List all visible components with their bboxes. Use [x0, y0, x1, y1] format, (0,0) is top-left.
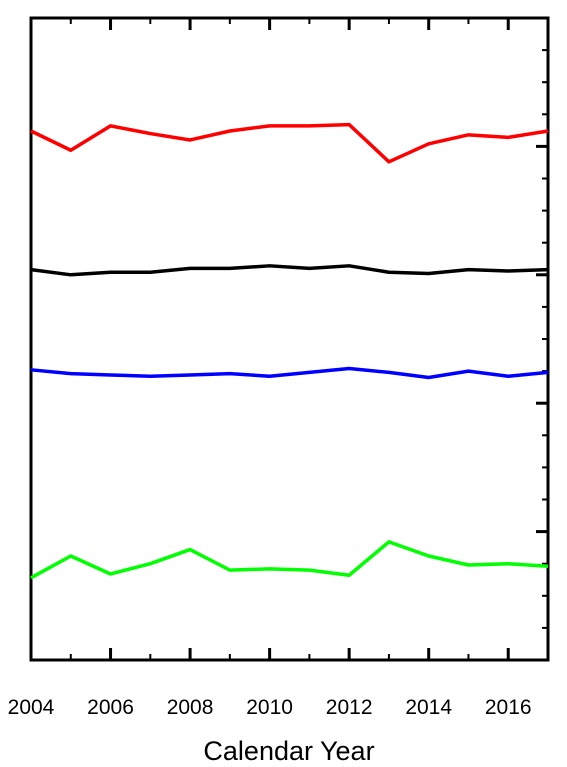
data-line: [30, 366, 549, 380]
data-line: [30, 540, 549, 580]
x-tick-label: 2016: [485, 696, 532, 719]
x-tick-label: 2014: [405, 696, 452, 719]
data-line: [30, 122, 549, 164]
x-tick-label: 2010: [246, 696, 293, 719]
x-tick-label: 2008: [167, 696, 214, 719]
x-axis-title: Calendar Year: [203, 736, 374, 766]
data-line: [30, 264, 549, 277]
x-tick-label: 2012: [326, 696, 373, 719]
x-tick-label: 2006: [87, 696, 134, 719]
x-tick-label: 2004: [8, 696, 55, 719]
